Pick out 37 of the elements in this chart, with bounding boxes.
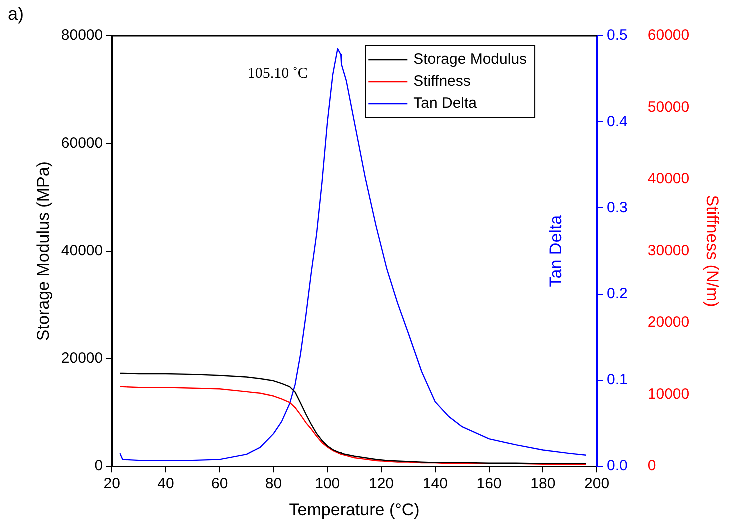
legend-label: Stiffness <box>414 73 471 90</box>
y2-tick-label: 0.1 <box>607 372 628 389</box>
x-tick-label: 80 <box>265 476 282 493</box>
y3-tick-label: 40000 <box>648 170 690 188</box>
x-tick-label: 140 <box>422 476 448 493</box>
y2-tick-label: 0.4 <box>607 113 628 130</box>
x-tick-label: 200 <box>584 476 610 493</box>
y3-tick-label: 0 <box>648 458 656 475</box>
y3-tick-label: 60000 <box>648 27 690 44</box>
y-tick-label: 40000 <box>61 242 104 260</box>
y2-tick-label: 0.3 <box>607 199 628 216</box>
x-tick-label: 180 <box>530 476 556 493</box>
text: a) <box>8 4 24 24</box>
y-tick-label: 60000 <box>61 134 104 152</box>
y3-tick-label: 10000 <box>648 386 690 403</box>
annotation: 105.10 ˚C <box>248 66 308 82</box>
y2-tick-label: 0.0 <box>607 458 628 475</box>
y-tick-label: 80000 <box>61 27 104 44</box>
y3-tick-label: 20000 <box>648 314 690 332</box>
y2-tick-label: 0.2 <box>607 286 628 302</box>
x-axis-title: Temperature (°C) <box>289 500 420 520</box>
x-tick-label: 20 <box>104 476 120 493</box>
x-tick-label: 100 <box>315 476 340 493</box>
x-tick-label: 160 <box>476 476 502 493</box>
legend-label: Tan Delta <box>414 95 478 112</box>
y2-axis-title: Tan Delta <box>546 214 566 288</box>
y-tick-label: 20000 <box>61 350 104 368</box>
x-tick-label: 60 <box>212 476 228 493</box>
y2-tick-label: 0.5 <box>607 27 628 44</box>
y3-tick-label: 50000 <box>648 98 690 116</box>
x-tick-label: 120 <box>369 476 394 493</box>
legend-label: Storage Modulus <box>414 51 528 68</box>
y-axis-title: Storage Modulus (MPa) <box>34 162 53 342</box>
y3-tick-label: 30000 <box>648 242 690 260</box>
x-tick-label: 40 <box>158 476 174 493</box>
y-tick-label: 0 <box>94 458 104 475</box>
y3-axis-title: Stiffness (N/m) <box>703 195 722 308</box>
